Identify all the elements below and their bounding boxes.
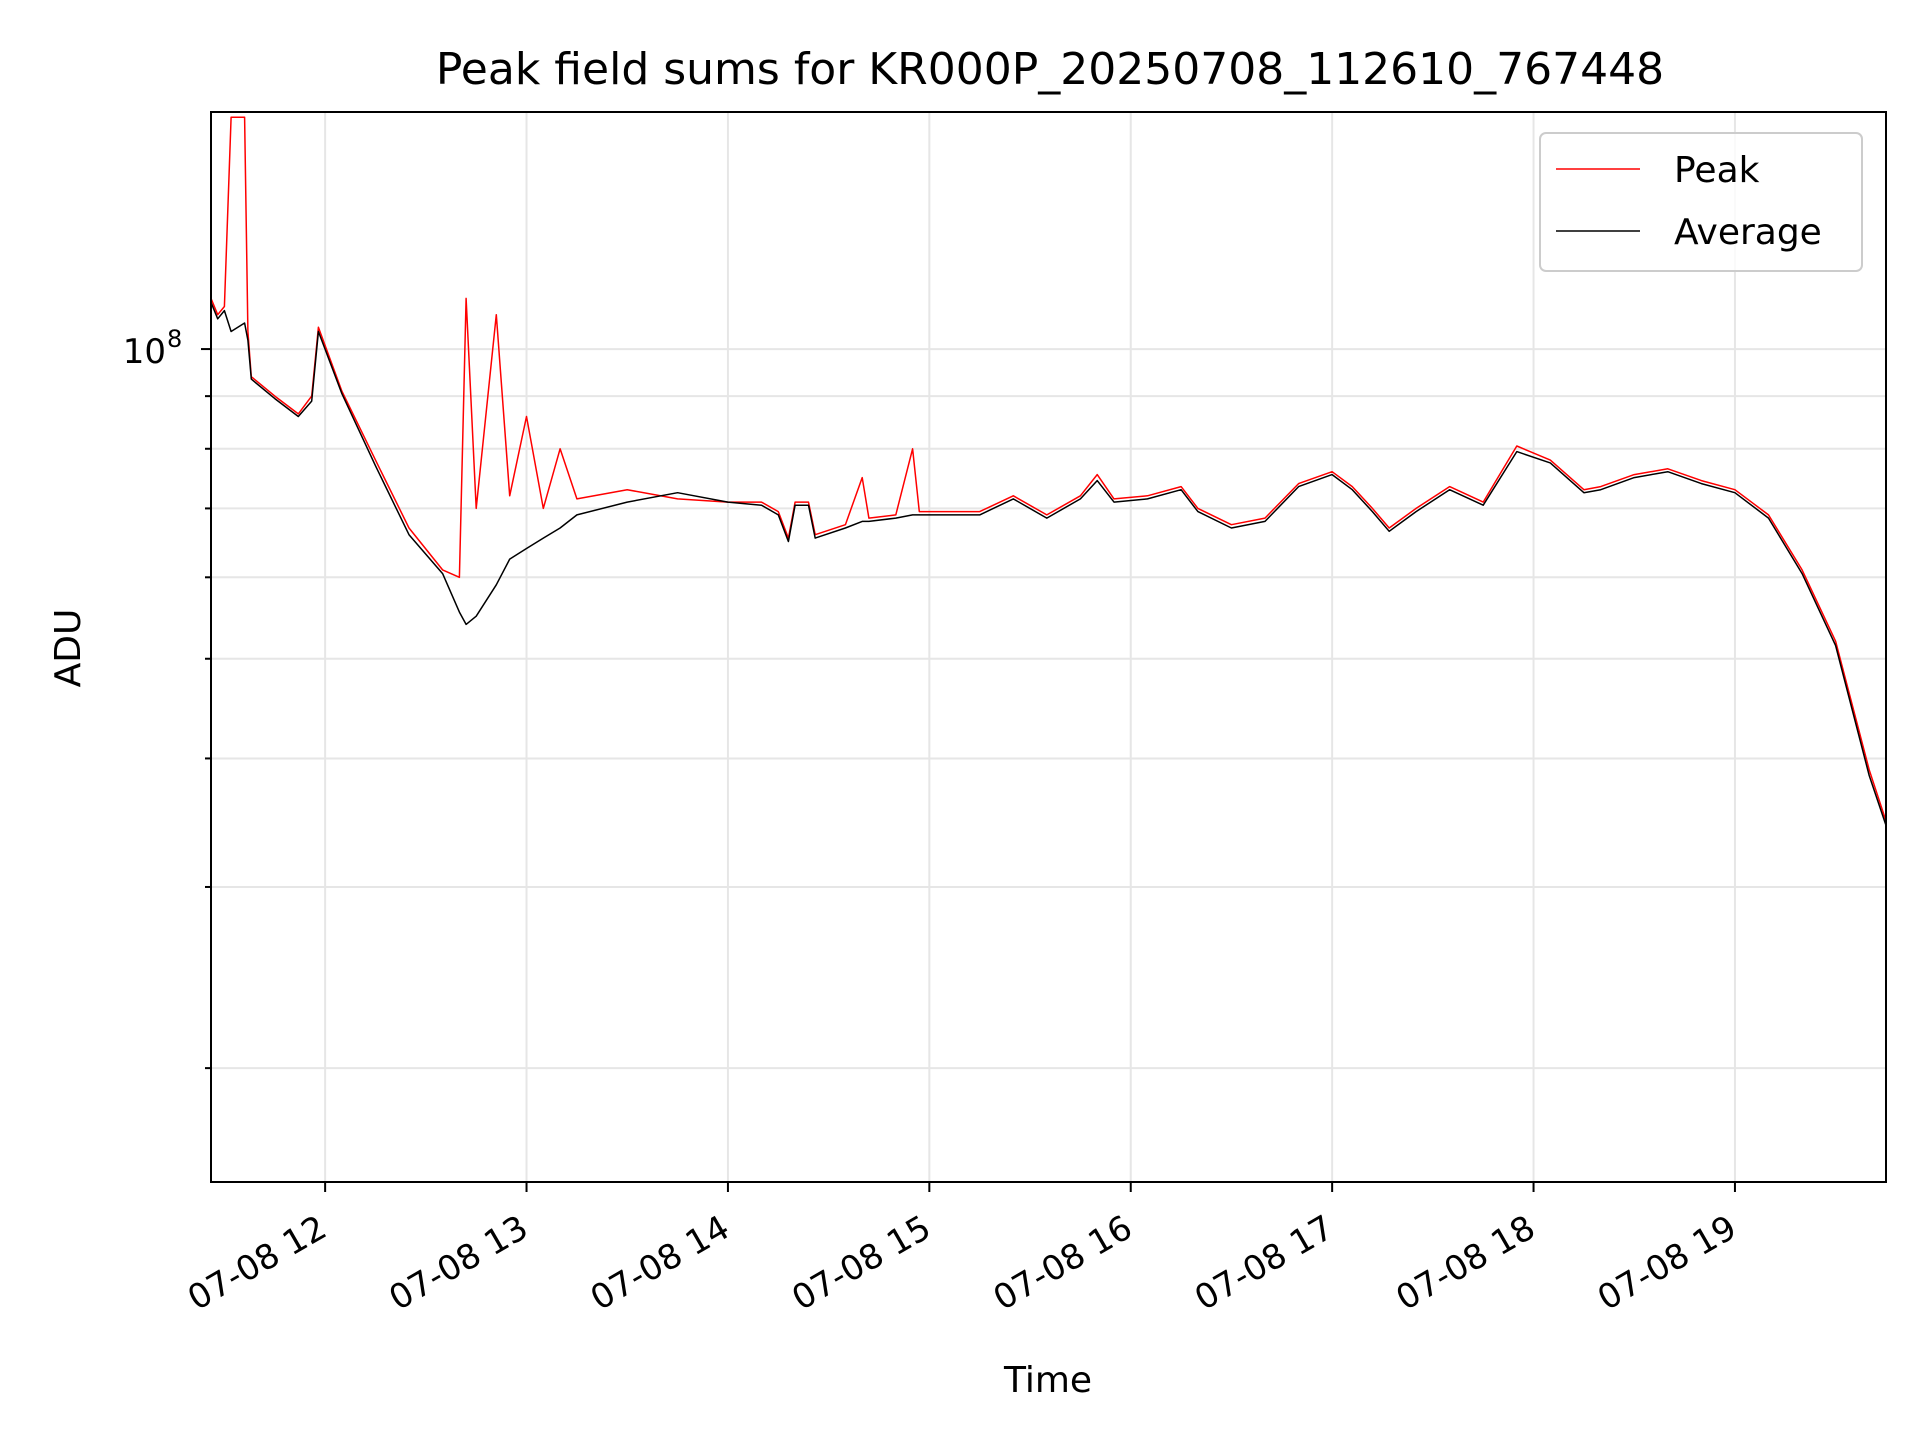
chart-title: Peak field sums for KR000P_20250708_1126… — [436, 44, 1664, 95]
grid — [211, 112, 1886, 1182]
legend-label-peak: Peak — [1674, 150, 1760, 191]
series-line-peak — [211, 116, 1886, 824]
y-tick-label-base: 10 — [123, 332, 166, 372]
plot-lines — [211, 116, 1886, 828]
legend-label-average: Average — [1674, 212, 1822, 253]
legend: Peak Average — [1539, 132, 1863, 272]
y-axis-label: ADU — [48, 609, 89, 688]
x-axis-label: Time — [1003, 1360, 1092, 1401]
y-tick-label-exponent: 8 — [167, 325, 182, 353]
y-axis: 10 8 — [123, 325, 211, 1070]
legend-box — [1539, 132, 1863, 272]
plot-frame — [210, 111, 1887, 1183]
series-line-average — [211, 302, 1886, 828]
